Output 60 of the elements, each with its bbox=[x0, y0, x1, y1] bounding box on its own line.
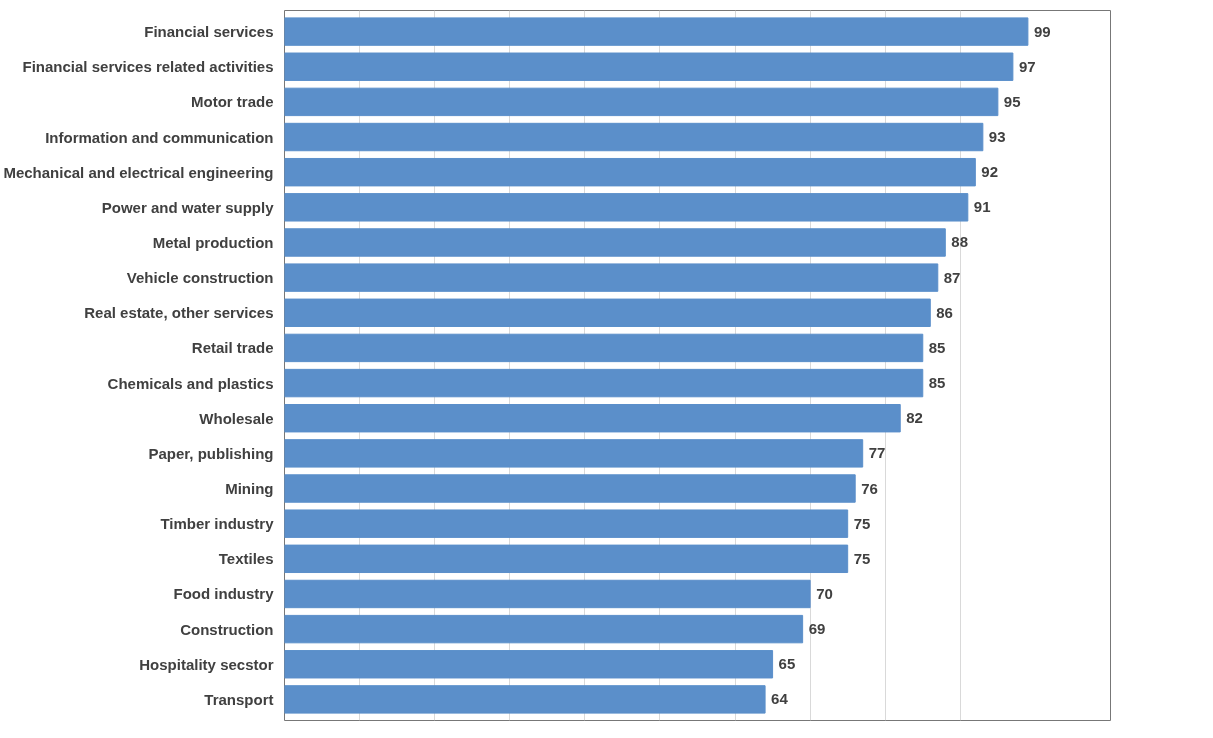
data-label: 75 bbox=[853, 549, 871, 567]
data-label: 70 bbox=[816, 584, 833, 602]
bar bbox=[284, 87, 999, 117]
bar bbox=[284, 157, 976, 187]
data-label: 93 bbox=[988, 128, 1006, 146]
data-label: 86 bbox=[936, 303, 953, 321]
data-label: 99 bbox=[1033, 22, 1051, 40]
data-label: 95 bbox=[1003, 92, 1021, 110]
y-tick-label: Motor trade bbox=[191, 93, 274, 111]
data-label: 87 bbox=[943, 268, 961, 286]
y-tick-label: Chemicals and plastics bbox=[107, 374, 274, 392]
bar bbox=[284, 579, 811, 609]
bar bbox=[284, 333, 924, 363]
data-label: 88 bbox=[951, 233, 968, 251]
bar bbox=[284, 439, 864, 468]
y-tick-label: Vehicle construction bbox=[126, 269, 274, 287]
y-tick-label: Transport bbox=[204, 690, 274, 708]
bar bbox=[284, 52, 1014, 81]
y-tick-label: Hospitality secstor bbox=[139, 655, 274, 673]
data-label: 69 bbox=[808, 620, 826, 638]
y-tick-label: Construction bbox=[180, 620, 274, 638]
bar bbox=[284, 544, 849, 574]
bar bbox=[284, 193, 969, 222]
data-label: 77 bbox=[868, 444, 886, 462]
data-label: 85 bbox=[928, 374, 946, 392]
data-label: 92 bbox=[981, 163, 999, 181]
bar bbox=[284, 298, 931, 327]
data-label: 97 bbox=[1018, 57, 1036, 75]
bar bbox=[284, 614, 804, 644]
data-label: 91 bbox=[973, 198, 991, 216]
bar bbox=[284, 17, 1029, 46]
data-label: 75 bbox=[853, 514, 871, 532]
y-tick-label: Financial services related activities bbox=[22, 58, 274, 76]
y-tick-label: Retail trade bbox=[191, 339, 274, 357]
bar bbox=[284, 509, 849, 538]
y-tick-label: Wholesale bbox=[199, 409, 274, 427]
y-tick-label: Power and water supply bbox=[101, 198, 275, 216]
y-tick-label: Timber industry bbox=[160, 515, 275, 533]
y-tick-label: Textiles bbox=[218, 550, 274, 568]
y-tick-label: Mining bbox=[225, 480, 274, 498]
bar bbox=[284, 228, 946, 257]
data-label: 85 bbox=[928, 338, 946, 356]
bar bbox=[284, 122, 984, 152]
bar bbox=[284, 474, 856, 503]
y-tick-label: Mechanical and electrical engineering bbox=[3, 163, 274, 181]
y-tick-label: Food industry bbox=[173, 585, 275, 603]
bar bbox=[284, 263, 939, 292]
bar bbox=[284, 650, 774, 679]
bar bbox=[284, 368, 924, 398]
y-tick-label: Financial services bbox=[144, 23, 274, 41]
y-tick-label: Metal production bbox=[152, 233, 274, 251]
bar bbox=[284, 404, 901, 433]
data-label: 64 bbox=[771, 690, 789, 708]
bar bbox=[284, 685, 766, 714]
data-label: 76 bbox=[861, 479, 878, 497]
y-tick-label: Paper, publishing bbox=[148, 444, 274, 462]
data-label: 65 bbox=[778, 655, 796, 673]
y-tick-label: Real estate, other services bbox=[84, 304, 274, 322]
y-tick-label: Information and communication bbox=[45, 128, 274, 146]
data-label: 82 bbox=[906, 409, 923, 427]
